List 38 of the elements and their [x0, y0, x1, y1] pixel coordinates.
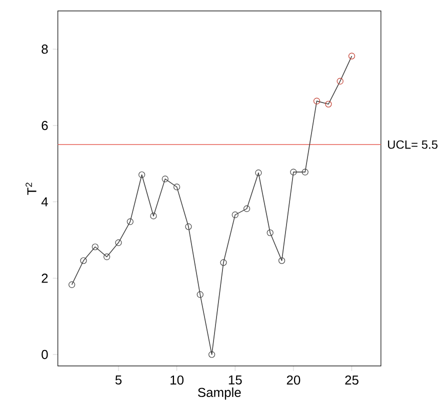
point	[174, 184, 180, 190]
y-tick-label: 4	[41, 197, 48, 206]
point	[325, 100, 332, 108]
point	[278, 257, 286, 264]
point	[126, 218, 134, 226]
point	[208, 351, 216, 358]
point	[115, 239, 122, 246]
point	[80, 257, 87, 264]
point	[244, 205, 250, 212]
point	[185, 223, 192, 230]
y-tick-label: 6	[42, 120, 48, 130]
point	[348, 52, 356, 60]
x-tick-label: 25	[345, 376, 358, 385]
y-axis-title: T$^{2}$	[26, 182, 36, 195]
point	[104, 254, 110, 260]
y-tick-label: 2	[42, 274, 48, 283]
point	[255, 170, 262, 176]
point	[162, 176, 168, 182]
x-tick-label: 15	[228, 376, 242, 385]
x-axis-title: Sample	[198, 388, 241, 400]
point	[220, 259, 227, 266]
ref-line-label: UCL= 5.5	[388, 140, 438, 149]
point	[266, 230, 274, 236]
point	[313, 98, 320, 104]
point	[196, 291, 204, 298]
x-tick-label: 5	[115, 376, 122, 385]
y-tick-label: 8	[42, 44, 48, 54]
point	[336, 78, 344, 85]
point	[150, 212, 157, 220]
point	[92, 244, 98, 250]
x-tick-label: 10	[170, 376, 184, 385]
point	[138, 172, 146, 178]
x-tick-label: 20	[286, 376, 300, 385]
point	[232, 212, 238, 218]
y-tick-label: 0	[42, 350, 48, 360]
point	[290, 168, 297, 176]
point	[68, 281, 76, 288]
point	[302, 168, 308, 176]
